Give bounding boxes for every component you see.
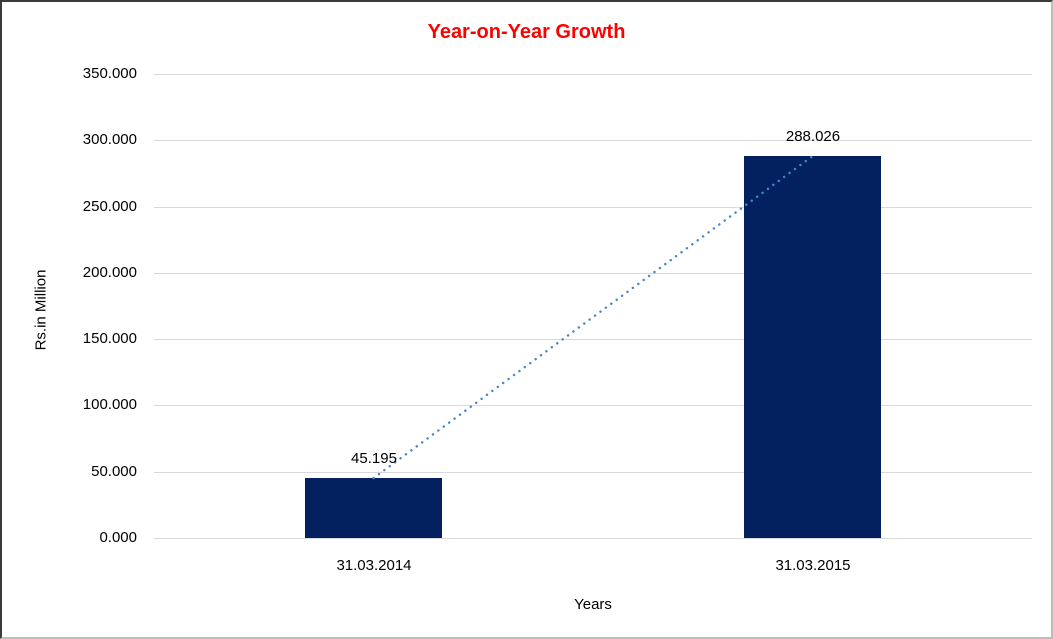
gridline: [154, 140, 1032, 141]
y-tick-label: 350.000: [82, 65, 137, 82]
y-axis-title: Rs.in Million: [32, 269, 50, 351]
chart-title: Year-on-Year Growth: [427, 21, 626, 43]
gridline: [154, 339, 1032, 340]
gridline: [154, 74, 1032, 75]
bar-31.03.2015: [744, 156, 881, 538]
y-tick-label: 250.000: [82, 198, 137, 215]
data-label: 45.195: [351, 450, 397, 467]
bar-31.03.2014: [305, 478, 442, 538]
gridline: [154, 472, 1032, 473]
gridline: [154, 538, 1032, 539]
y-tick-label: 50.000: [91, 463, 137, 480]
y-tick-label: 150.000: [82, 330, 137, 347]
x-tick-label: 31.03.2015: [775, 557, 851, 574]
gridline: [154, 405, 1032, 406]
gridline: [154, 207, 1032, 208]
y-tick-label: 300.000: [82, 131, 137, 148]
y-tick-label: 200.000: [82, 264, 137, 281]
data-label: 288.026: [785, 128, 841, 145]
y-tick-label: 100.000: [82, 396, 137, 413]
x-tick-label: 31.03.2014: [336, 557, 412, 574]
y-tick-label: 0.000: [99, 529, 137, 546]
gridline: [154, 273, 1032, 274]
x-axis-title: Years: [574, 596, 612, 613]
